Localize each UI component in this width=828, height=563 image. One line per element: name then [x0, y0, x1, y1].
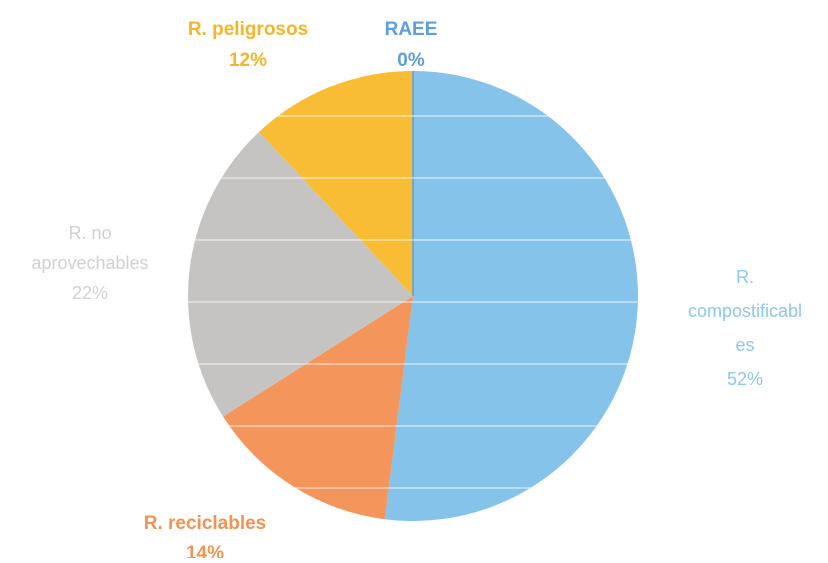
pie-slice-r-compostificables: [384, 71, 638, 521]
slice-name-label: R. no: [68, 223, 111, 243]
slice-value-label: 14%: [186, 543, 224, 558]
slice-value-label: 22%: [72, 283, 108, 303]
slice-label-r-reciclables: R. reciclables 14%: [144, 513, 267, 563]
slice-value-label: 0%: [397, 50, 425, 71]
slice-value-label: 12%: [229, 50, 267, 71]
slice-name-label: aprovechables: [31, 253, 148, 273]
slice-name-label: R. peligrosos: [188, 19, 308, 40]
slice-name-label: es: [735, 335, 754, 355]
slice-name-label: RAEE: [385, 19, 438, 40]
slice-label-raee: RAEE 0%: [385, 19, 438, 71]
slice-name-label: R.: [736, 267, 754, 287]
slice-name-label: R. reciclables: [144, 513, 267, 534]
pie-slice-r-no-aprovechables: [188, 131, 413, 417]
slice-value-label: 52%: [727, 369, 763, 389]
slice-name-label: compostificabl: [688, 301, 802, 321]
pie-slice-r-reciclables: [223, 296, 413, 520]
slice-label-r-no-aprovechables: R. no aprovechables 22%: [31, 223, 148, 303]
slice-label-r-compostificables: R. compostificabl es 52%: [688, 267, 802, 389]
slices-layer: [188, 71, 638, 521]
slice-label-r-peligrosos: R. peligrosos 12%: [188, 19, 308, 71]
